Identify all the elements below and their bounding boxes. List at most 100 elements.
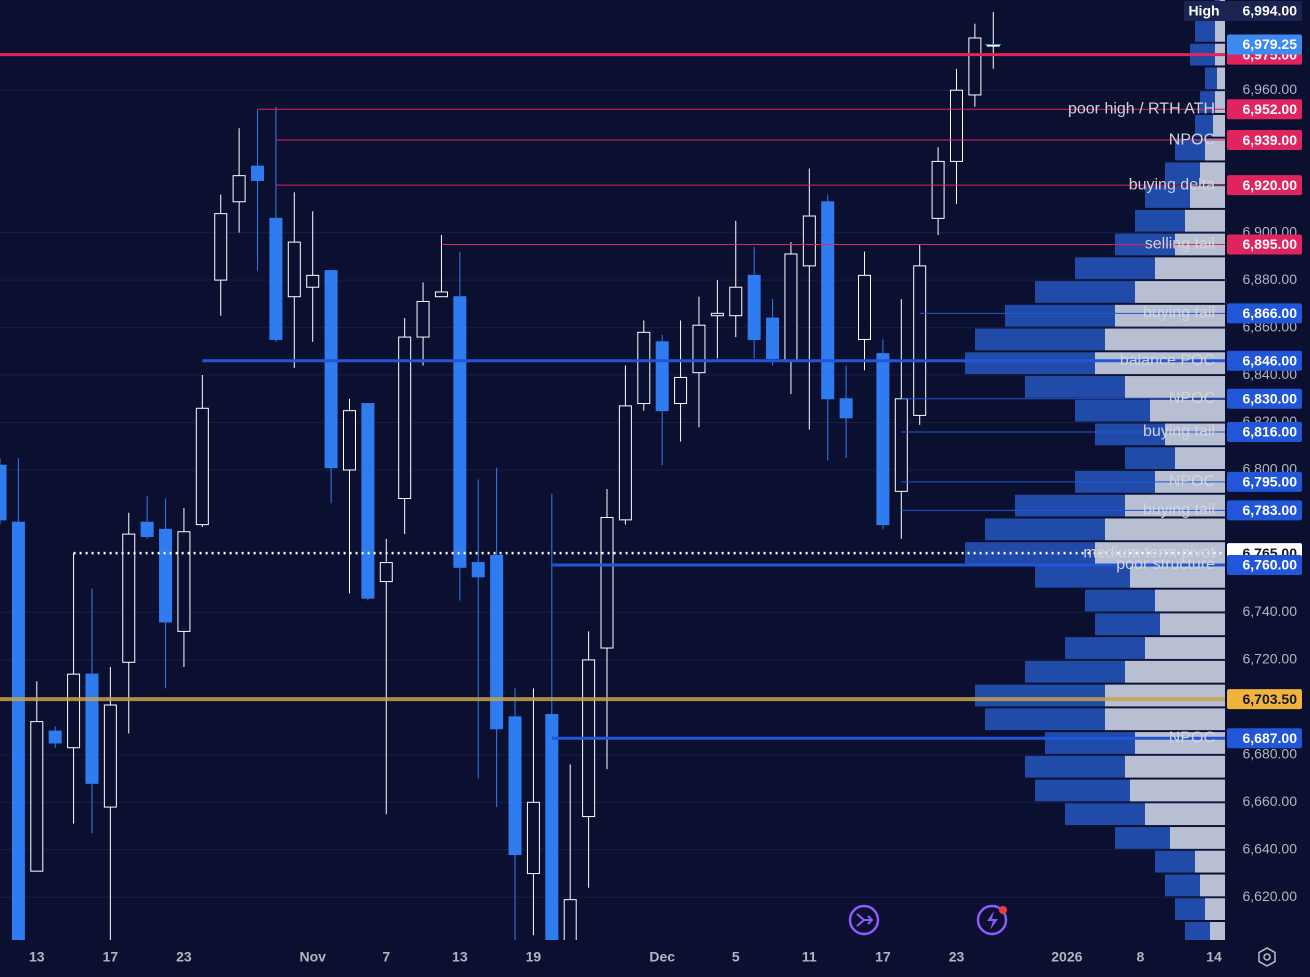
price-tag: [1227, 350, 1302, 371]
alert-glyph: [987, 911, 998, 930]
profile-inner: [1130, 779, 1225, 802]
x-tick-label: 23: [176, 949, 192, 965]
candle-body: [729, 286, 743, 317]
x-tick-label: 13: [29, 949, 45, 965]
price-tag-label: 6,939.00: [1243, 132, 1298, 148]
price-tag: [1227, 175, 1302, 196]
price-tag-label: 6,760.00: [1243, 557, 1298, 573]
candle-body: [913, 265, 927, 416]
profile-inner: [1217, 67, 1225, 90]
y-tick-label: 6,640.00: [1243, 841, 1298, 857]
replay-icon[interactable]: [848, 904, 880, 936]
price-tag-label: 6,895.00: [1243, 236, 1298, 252]
profile-inner: [1105, 328, 1225, 351]
candle-body: [306, 274, 320, 288]
profile-inner: [1165, 423, 1225, 446]
profile-inner: [1125, 376, 1225, 398]
profile-inner: [1175, 447, 1225, 469]
candle-body: [526, 801, 540, 875]
candle-body: [747, 274, 761, 340]
candle-body: [67, 673, 81, 749]
replay-glyph: [856, 913, 874, 927]
levels: poor high / RTH ATH NPOC buying delta selli…: [0, 44, 1225, 746]
x-tick-label: Nov: [299, 949, 326, 965]
candle-body: [968, 37, 982, 96]
profile-inner: [1190, 186, 1225, 208]
level-label: poor structure: [1116, 556, 1215, 573]
x-tick-label: 11: [802, 949, 817, 965]
y-tick-label: 6,660.00: [1243, 793, 1298, 809]
price-tag: [1227, 422, 1302, 443]
candle-body: [434, 291, 448, 298]
settings-icon[interactable]: [1258, 947, 1276, 967]
profile-inner: [1130, 565, 1225, 588]
y-tick-label: 6,680.00: [1243, 746, 1298, 762]
profile-inner: [1170, 827, 1225, 849]
price-tag-label: 6,920.00: [1243, 177, 1298, 193]
candle-body: [490, 554, 504, 730]
high-tag: [1184, 1, 1302, 21]
candles: [0, 11, 1000, 940]
candle-body: [508, 716, 522, 856]
candle-body: [563, 899, 577, 940]
candle-body: [839, 398, 853, 419]
candle-body: [471, 562, 485, 578]
price-tag: [1227, 130, 1302, 151]
price-tag: [1227, 728, 1302, 749]
profile-inner: [1200, 874, 1225, 897]
y-tick-label: 6,720.00: [1243, 651, 1298, 667]
profile-inner: [1155, 589, 1225, 612]
price-tag: [1227, 303, 1302, 324]
price-tag-label: 6,846.00: [1243, 353, 1298, 369]
candle-body: [637, 331, 651, 405]
profile-inner: [1210, 922, 1225, 940]
candle-body: [122, 533, 136, 663]
profile-inner: [1145, 803, 1225, 826]
candle-body: [177, 531, 191, 632]
profile-inner: [1160, 613, 1225, 636]
alert-icon[interactable]: [976, 904, 1008, 936]
current-price-tag: [1227, 34, 1302, 55]
profile-inner: [1145, 637, 1225, 659]
profile-inner: [1095, 352, 1225, 375]
candle-body: [214, 213, 228, 281]
x-tick-label: 2026: [1051, 949, 1082, 965]
price-tag: [1227, 388, 1302, 409]
candle-body: [821, 201, 835, 400]
profile-inner: [1205, 138, 1225, 161]
candle-body: [0, 464, 7, 521]
profile-inner: [1155, 257, 1225, 280]
x-tick-label: 8: [1137, 949, 1145, 965]
candle-body: [692, 324, 706, 374]
candle-body: [159, 528, 173, 623]
candle-body: [85, 673, 99, 784]
date-axis: 13 17 23 Nov 7 13 19 Dec 5 11 17 23 2026 8 14: [29, 949, 1222, 965]
x-tick-label: 19: [526, 949, 542, 965]
level-label: NPOC: [1169, 473, 1215, 490]
candle-body: [48, 730, 62, 744]
high-tag-value: 6,994.00: [1243, 3, 1298, 19]
profile-inner: [1135, 281, 1225, 303]
y-tick-label: 6,740.00: [1243, 603, 1298, 619]
price-tag-label: 6,830.00: [1243, 390, 1298, 406]
profile-inner: [1105, 518, 1225, 541]
candle-body: [876, 353, 890, 526]
x-tick-label: 5: [732, 949, 740, 965]
toolbar-icons[interactable]: [848, 904, 1276, 967]
price-tag-label: 6,703.50: [1243, 691, 1298, 707]
candle-body: [103, 704, 117, 808]
level-label: NPOC: [1169, 390, 1215, 407]
profile-inner: [1215, 19, 1225, 42]
level-label: buying delta: [1129, 176, 1215, 193]
settings-center: [1263, 953, 1271, 961]
candle-body: [195, 407, 209, 526]
profile-inner: [1125, 660, 1225, 683]
level-label: NPOC: [1169, 131, 1215, 148]
candle-body: [416, 300, 430, 338]
level-label: poor high / RTH ATH: [1068, 100, 1215, 117]
price-tag-label: 6,952.00: [1243, 101, 1298, 117]
price-tags: 6,975.006,952.006,939.006,920.006,895.00…: [1184, 1, 1302, 749]
level-label: buying tail: [1143, 502, 1215, 519]
